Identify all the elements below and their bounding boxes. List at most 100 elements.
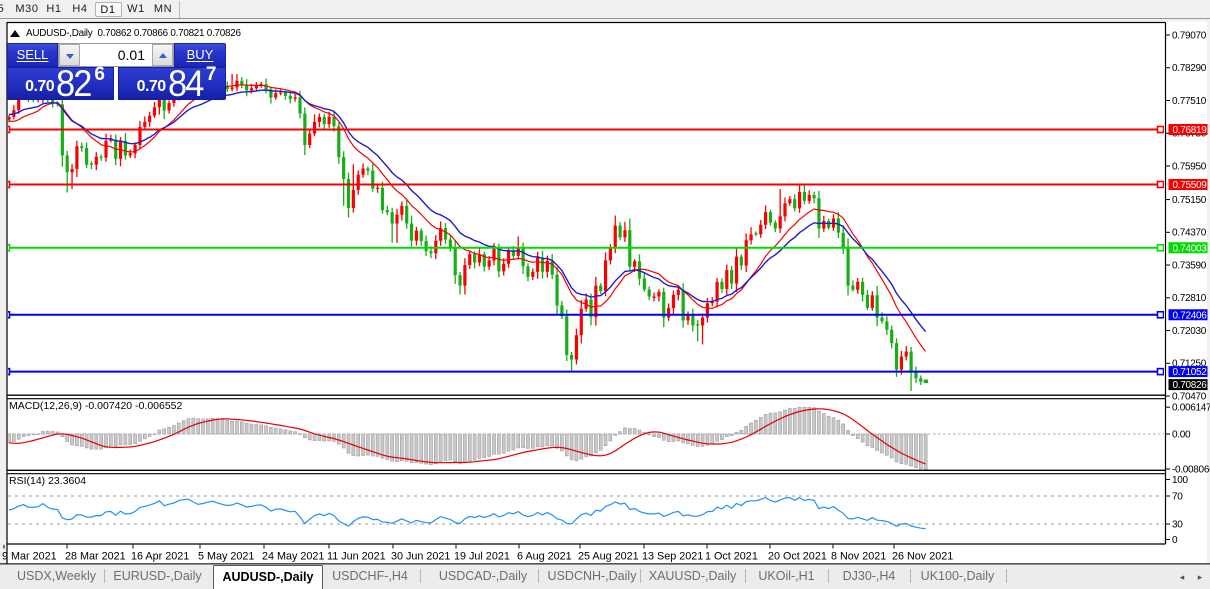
hline-handle[interactable] <box>1156 125 1164 134</box>
candle-body <box>414 230 418 241</box>
chart-tab-uk100-daily[interactable]: UK100-,Daily <box>920 569 995 583</box>
macd-histogram-bar <box>283 429 288 435</box>
macd-histogram-bar <box>26 433 31 436</box>
sell-price-display[interactable]: 0.70 82 6 <box>7 63 114 104</box>
macd-histogram-bar <box>773 412 778 435</box>
chart-tab-ukoil-h1[interactable]: UKOil-,H1 <box>758 569 815 583</box>
hline-handle[interactable] <box>4 367 11 376</box>
hline-price-badge: 0.76819 <box>1168 124 1208 136</box>
hline-handle[interactable] <box>4 180 11 189</box>
macd-histogram-bar <box>128 433 133 445</box>
tab-scroll-left[interactable]: ◂ <box>1179 572 1185 582</box>
macd-histogram-bar <box>802 407 807 435</box>
hline-price-badge: 0.72406 <box>1168 309 1208 321</box>
macd-histogram-bar <box>84 433 89 449</box>
chart-tab-usdcad-daily[interactable]: USDCAD-,Daily <box>438 569 528 583</box>
buy-price-display[interactable]: 0.70 84 7 <box>118 64 226 102</box>
candle-body <box>807 194 811 201</box>
ohlc-close: 0.70826 <box>206 27 241 39</box>
candle-body <box>797 192 802 209</box>
date-label: 28 Mar 2021 <box>65 551 126 563</box>
candle-body <box>492 248 496 261</box>
candle-body <box>720 281 724 289</box>
candle-body <box>836 218 840 233</box>
time-axis[interactable]: 9 Mar 2021 28 Mar 2021 16 Apr 2021 5 May 20… <box>2 544 953 563</box>
candle-body <box>613 225 617 248</box>
timeframe-button-H4[interactable]: H4 <box>72 3 88 15</box>
volume-increase-button[interactable] <box>152 44 173 66</box>
chart-tab-audusd-daily[interactable]: AUDUSD-,Daily <box>213 565 323 589</box>
volume-input[interactable] <box>80 44 152 66</box>
macd-histogram-bar <box>303 433 307 439</box>
macd-histogram-bar <box>788 408 792 435</box>
volume-decrease-button[interactable] <box>59 44 80 66</box>
chart-title-ohlc: AUDUSD-,Daily 0.70862 0.70866 0.70821 0.… <box>26 28 241 39</box>
candle-body <box>764 212 768 225</box>
toolbar-separator <box>179 1 180 18</box>
candle-body <box>385 210 389 213</box>
ohlc-open: 0.70862 <box>97 27 132 39</box>
hline-handle[interactable] <box>1156 310 1164 319</box>
candle-body <box>759 224 763 235</box>
buy-button[interactable]: BUY <box>174 43 226 67</box>
chart-tab-usdcnh-daily[interactable]: USDCNH-,Daily <box>547 569 637 583</box>
macd-histogram-bar <box>739 429 744 435</box>
macd-histogram-bar <box>138 433 142 442</box>
sell-button[interactable]: SELL <box>7 43 58 67</box>
candle-body <box>109 139 113 141</box>
macd-histogram-bar <box>705 433 710 446</box>
hline-handle[interactable] <box>4 125 11 134</box>
macd-histogram-bar <box>370 433 375 457</box>
candle-body <box>657 291 661 297</box>
timeframe-button-5[interactable]: 5 <box>0 3 5 15</box>
macd-histogram-bar <box>104 433 108 448</box>
candle-body <box>570 354 574 360</box>
candle-body <box>123 140 127 156</box>
macd-histogram-bar <box>395 433 399 462</box>
hline-price-badge: 0.71052 <box>1168 366 1208 378</box>
macd-histogram-bar <box>657 433 661 438</box>
chart-tab-dj30-h4[interactable]: DJ30-,H4 <box>842 569 896 583</box>
chart-tab-eurusd-daily[interactable]: EURUSD-,Daily <box>113 569 202 583</box>
macd-histogram-bar <box>865 433 870 447</box>
timeframe-button-MN[interactable]: MN <box>153 3 173 15</box>
timeframe-button-H1[interactable]: H1 <box>46 3 62 15</box>
macd-histogram-bar <box>584 433 588 457</box>
chart-tab-usdchf-h4[interactable]: USDCHF-,H4 <box>332 569 408 583</box>
candle-body <box>94 156 98 165</box>
candle-body <box>308 133 312 145</box>
panel-collapse-icon[interactable] <box>10 30 20 37</box>
timeframe-button-W1[interactable]: W1 <box>127 3 145 15</box>
macd-histogram-bar <box>75 433 79 446</box>
buy-price-pip: 7 <box>205 64 217 85</box>
down-arrow-icon <box>66 54 74 59</box>
tab-scroll-right[interactable]: ▸ <box>1197 572 1203 582</box>
macd-histogram-bar <box>851 433 855 436</box>
macd-histogram-bar <box>79 433 84 447</box>
hline-handle[interactable] <box>1156 180 1164 189</box>
candle-body <box>506 250 511 264</box>
hline-handle[interactable] <box>4 243 11 252</box>
candle-body <box>909 351 913 372</box>
timeframe-button-M30[interactable]: M30 <box>15 3 39 15</box>
timeframe-button-D1[interactable]: D1 <box>94 2 122 17</box>
price-axis[interactable]: 0.790700.782900.775100.767300.759500.751… <box>1165 30 1210 546</box>
macd-histogram-bar <box>273 427 278 435</box>
candle-body <box>778 216 782 229</box>
macd-histogram-bar <box>181 420 186 435</box>
macd-histogram-bar <box>240 421 244 435</box>
macd-histogram-bar <box>298 433 302 435</box>
macd-histogram-bar <box>201 418 205 435</box>
macd-histogram-bar <box>21 433 26 437</box>
hline-handle[interactable] <box>4 310 11 319</box>
chart-tab-usdx-weekly[interactable]: USDX,Weekly <box>17 569 96 583</box>
hline-handle[interactable] <box>1156 367 1164 376</box>
macd-histogram-bar <box>50 431 55 435</box>
candle-body <box>439 228 443 241</box>
hline-handle[interactable] <box>1156 243 1164 252</box>
current-price-badge: 0.70826 <box>1168 379 1208 391</box>
chart-tab-xauusd-daily[interactable]: XAUUSD-,Daily <box>648 569 737 583</box>
candle-body <box>104 140 108 158</box>
sell-price-big: 82 <box>56 63 92 104</box>
